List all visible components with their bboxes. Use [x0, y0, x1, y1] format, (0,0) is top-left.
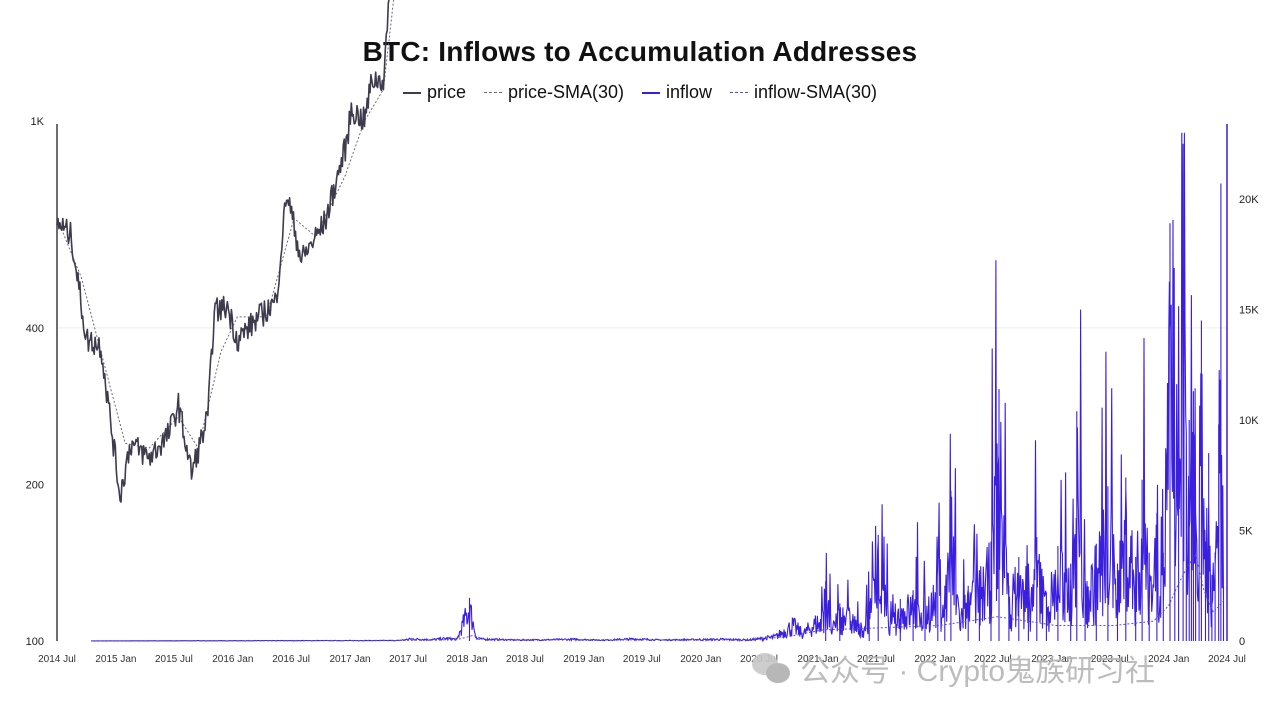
x-tick-label: 2024 Jul [1208, 654, 1246, 665]
y-right-ticks: 0 5K 10K 15K 20K [1239, 194, 1259, 648]
inflow-layer [90, 132, 1226, 643]
y-right-tick-label: 5K [1239, 526, 1253, 538]
legend-label-price: price [426, 82, 466, 102]
inflow-sma-line [91, 553, 1226, 642]
x-tick-label: 2019 Jul [623, 654, 661, 665]
legend-label-inflow: inflow [665, 82, 713, 102]
x-tick-label: 2016 Jan [212, 654, 253, 665]
watermark-text: 公众号 · Crypto鬼族研习社 [800, 655, 1156, 688]
x-tick-label: 2018 Jan [446, 654, 487, 665]
watermark: 公众号 · Crypto鬼族研习社 [752, 646, 1155, 690]
x-tick-label: 2021 Jul [857, 654, 895, 665]
x-tick-label: 2023 Jul [1091, 654, 1129, 665]
legend-swatch-price-sma [483, 92, 502, 93]
y-right-tick-label: 10K [1239, 415, 1259, 427]
wechat-icon [752, 651, 792, 685]
x-tick-label: 2024 Jan [1148, 654, 1189, 665]
x-ticks: 2014 Jul 2015 Jan 2015 Jul 2016 Jan 2016 Jul… [38, 654, 1246, 665]
legend-item-price[interactable]: price [402, 82, 466, 103]
legend-label-inflow-sma: inflow-SMA(30) [754, 82, 878, 102]
y-left-tick-label: 100 [26, 636, 44, 648]
y-left-ticks: 1002004001K2K4K10K20K40K [26, 116, 45, 648]
legend-item-inflow-sma[interactable]: inflow-SMA(30) [730, 82, 877, 103]
grid-lines [57, 327, 1227, 329]
x-tick-label: 2014 Jul [38, 654, 76, 665]
y-left-tick-label: 1K [31, 116, 45, 128]
price-line [56, 0, 390, 503]
price-sma-line [61, 0, 395, 450]
legend-swatch-price [402, 91, 421, 94]
chart-title: BTC: Inflows to Accumulation Addresses [362, 36, 918, 67]
inflow-line [90, 132, 1225, 643]
x-tick-label: 2015 Jul [155, 654, 193, 665]
x-tick-label: 2020 Jan [680, 654, 721, 665]
x-tick-label: 2016 Jul [272, 654, 310, 665]
x-tick-label: 2017 Jan [329, 654, 370, 665]
y-right-tick-label: 15K [1239, 305, 1259, 317]
x-tick-label: 2019 Jan [563, 654, 604, 665]
legend-swatch-inflow [641, 91, 660, 94]
x-tick-label: 2022 Jul [974, 654, 1012, 665]
x-tick-label: 2023 Jan [1031, 654, 1072, 665]
x-tick-label: 2021 Jan [797, 654, 838, 665]
price-layer [56, 0, 395, 503]
legend-swatch-inflow-sma [730, 92, 749, 93]
legend-label-price-sma: price-SMA(30) [507, 82, 624, 102]
x-tick-label: 2022 Jan [914, 654, 955, 665]
legend-item-inflow[interactable]: inflow [641, 82, 713, 103]
x-tick-label: 2017 Jul [389, 654, 427, 665]
x-tick-label: 2015 Jan [95, 654, 136, 665]
x-tick-label: 2018 Jul [506, 654, 544, 665]
y-right-tick-label: 0 [1239, 636, 1245, 648]
y-left-tick-label: 200 [26, 479, 44, 491]
y-left-tick-label: 400 [26, 323, 44, 335]
chart-legend: price price-SMA(30) inflow inflow-SMA(30… [0, 82, 1280, 103]
y-right-tick-label: 20K [1239, 194, 1259, 206]
legend-item-price-sma[interactable]: price-SMA(30) [483, 82, 624, 103]
